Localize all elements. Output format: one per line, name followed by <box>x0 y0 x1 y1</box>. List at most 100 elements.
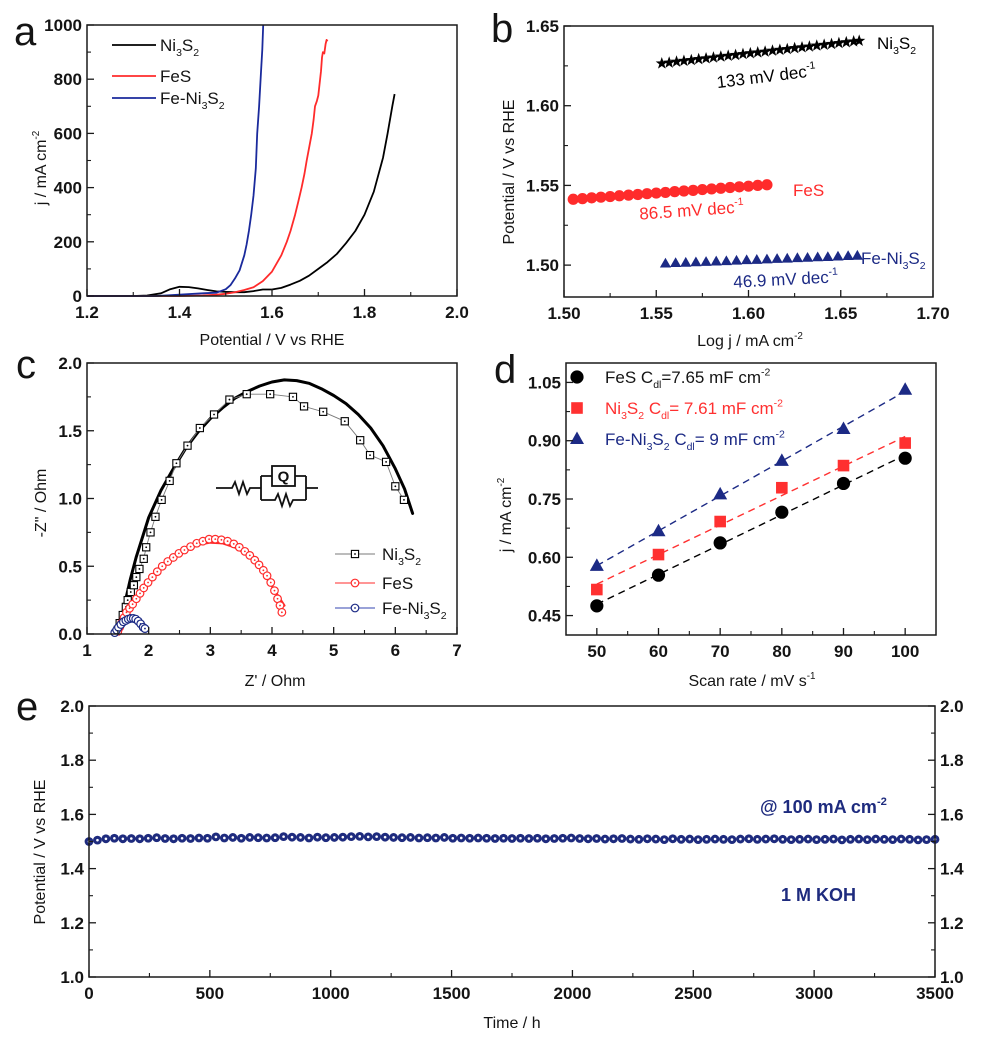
data-point <box>733 181 745 193</box>
marker-center-dot <box>409 836 412 839</box>
marker-center-dot <box>443 836 446 839</box>
data-point <box>236 833 246 843</box>
data-point <box>715 182 727 194</box>
marker-center-dot <box>168 479 171 482</box>
data-point <box>129 581 139 590</box>
y-tick-label: 2.0 <box>60 697 84 716</box>
y-tick-label: 1.8 <box>60 751 84 770</box>
marker-center-dot <box>280 611 283 614</box>
plot-area-c: 1 2 3 4 5 6 70.00.51.01.52.0 <box>58 354 461 660</box>
data-point <box>836 476 851 491</box>
marker-center-dot <box>493 837 497 840</box>
marker-center-dot <box>849 838 852 841</box>
y-tick-label: 0.0 <box>58 625 82 644</box>
x-tick-label: 500 <box>196 984 224 1003</box>
marker-center-dot <box>536 836 539 840</box>
legend-marker <box>571 402 583 414</box>
data-point <box>456 833 466 843</box>
legend-label-fe-ni3s2: Fe-Ni3S2 <box>382 599 447 622</box>
marker-center-dot <box>166 560 169 563</box>
data-point <box>265 390 275 399</box>
marker-center-dot <box>722 838 725 841</box>
marker-center-dot <box>258 563 260 566</box>
marker-center-dot <box>925 838 928 841</box>
data-point <box>832 250 844 261</box>
data-point <box>431 833 441 843</box>
data-point <box>152 567 162 577</box>
data-point <box>651 834 661 844</box>
panel-letter-c: c <box>16 343 36 387</box>
data-point <box>752 834 762 844</box>
x-tick-label: 1.55 <box>640 304 673 323</box>
data-point <box>279 832 288 842</box>
data-point <box>372 832 382 842</box>
x-tick-label: 100 <box>891 642 919 661</box>
data-point <box>549 834 559 843</box>
marker-center-dot <box>891 838 894 841</box>
subscript-run: 3 <box>398 556 404 568</box>
x-tick-label: 3500 <box>916 984 954 1003</box>
data-point <box>126 587 135 597</box>
axes-c: 1 2 3 4 5 6 70.00.51.01.52.0 <box>58 354 461 660</box>
data-point <box>898 451 912 465</box>
marker-center-dot <box>354 607 356 609</box>
data-point <box>194 833 204 843</box>
data-point <box>140 624 150 633</box>
data-point <box>663 56 676 68</box>
text-run: Ni <box>877 34 893 53</box>
data-point <box>152 833 162 843</box>
fit-curve <box>117 378 415 636</box>
marker-center-dot <box>248 554 251 557</box>
marker-center-dot <box>654 837 658 841</box>
x-tick-label: 4 <box>267 641 277 660</box>
marker-center-dot <box>177 552 180 555</box>
data-point <box>722 49 735 61</box>
data-point <box>329 833 339 842</box>
data-point <box>788 41 801 54</box>
marker-center-dot <box>130 837 133 840</box>
data-point <box>761 834 771 844</box>
y-tick-label: 0.75 <box>528 490 561 509</box>
x-tick-label: 2500 <box>674 984 712 1003</box>
text-run: Fe-Ni <box>861 249 903 268</box>
subscript-run: 2 <box>441 610 447 622</box>
x-axis-label-b: Log j / mA cm-2 <box>697 331 803 350</box>
data-point <box>288 392 298 402</box>
data-point <box>727 835 737 845</box>
marker-center-dot <box>248 836 252 839</box>
x-tick-label: 6 <box>391 641 400 660</box>
subscript-run: 3 <box>202 100 208 112</box>
data-point <box>146 528 155 537</box>
panel-a: 1.2 1.4 1.6 1.8 2.0 0 200 400 600 800 1000 a Poten… <box>14 10 469 349</box>
data-point <box>590 599 604 613</box>
data-point <box>744 834 754 844</box>
marker-center-dot <box>198 427 201 429</box>
data-point <box>381 457 391 467</box>
data-point <box>253 833 263 843</box>
marker-center-dot <box>147 581 149 584</box>
text-run: S <box>899 34 910 53</box>
data-point <box>414 833 424 843</box>
marker-center-dot <box>145 546 148 549</box>
data-point <box>180 545 189 555</box>
data-point <box>687 184 699 196</box>
marker-center-dot <box>175 462 178 465</box>
marker-center-dot <box>269 393 272 396</box>
text-run: j / mA cm <box>33 140 50 207</box>
marker-center-dot <box>299 836 302 839</box>
electrolyte-annotation: 1 M KOH <box>781 885 856 905</box>
data-point <box>157 561 167 571</box>
y-tick-label: 1.0 <box>60 968 84 987</box>
marker-center-dot <box>586 837 590 841</box>
data-point <box>669 186 681 198</box>
subscript-run: dl <box>653 379 661 391</box>
plot-area-b: 1.50 1.55 1.60 1.65 1.70 1.50 1.55 1.60 1.65 <box>526 17 950 323</box>
y-tick-label: 1.55 <box>526 176 559 195</box>
x-tick-label: 2.0 <box>445 303 469 322</box>
marker-center-dot <box>146 836 150 840</box>
marker-center-dot <box>764 837 768 841</box>
data-point <box>786 835 796 845</box>
data-point <box>363 832 373 842</box>
data-point <box>118 834 128 844</box>
